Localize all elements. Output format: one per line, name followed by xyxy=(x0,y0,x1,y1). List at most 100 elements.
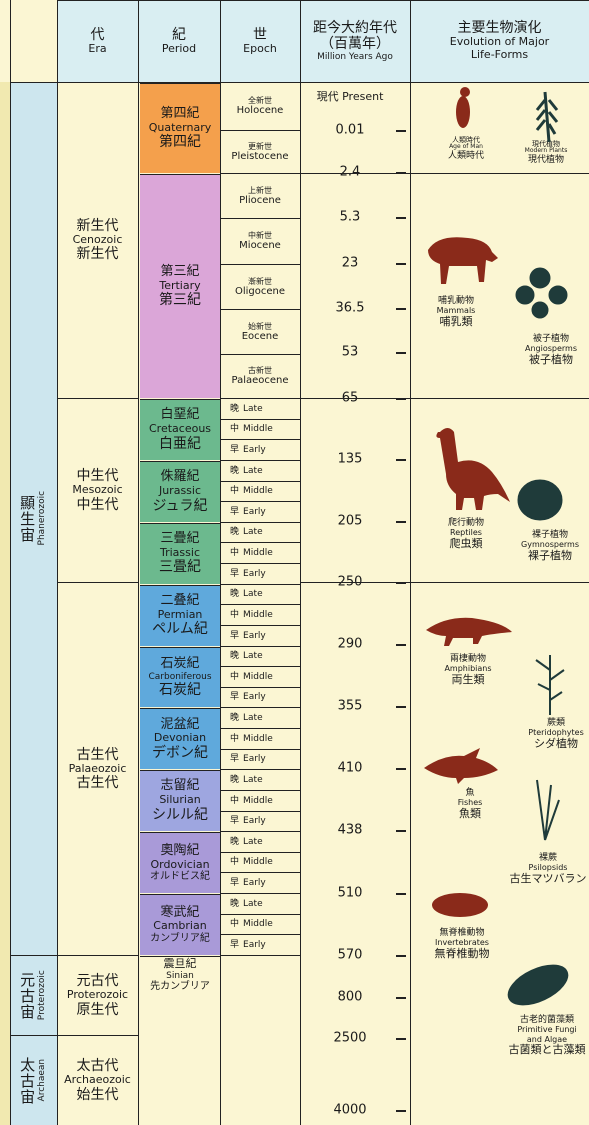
epoch-zh: 晚 xyxy=(230,836,240,847)
life-form-zh: 古老的菌藻類 xyxy=(519,1015,574,1025)
epoch-cell: 晚 Late xyxy=(220,583,300,605)
invertebrate-figure xyxy=(432,893,488,917)
age-label: 2.4 xyxy=(339,164,361,180)
life-form-en: Primitive Fungi xyxy=(517,1025,577,1035)
life-form-zh: 哺乳動物 xyxy=(437,296,474,306)
epoch-zh: 更新世 xyxy=(248,141,272,151)
age-tick xyxy=(396,955,406,957)
epoch-cell: 中 Middle xyxy=(220,851,300,873)
angiosperm-leaf xyxy=(529,267,551,289)
epoch-en: Early xyxy=(243,568,266,579)
age-tick xyxy=(396,582,406,584)
human-head xyxy=(460,87,470,97)
period-zh: 震旦紀 xyxy=(163,957,197,970)
period-zh2: 三畳紀 xyxy=(159,559,201,576)
period-zh2: 白亜紀 xyxy=(159,435,201,452)
epoch-zh: 晚 xyxy=(230,651,240,662)
period-zh: 泥盆紀 xyxy=(160,716,200,732)
era-cell: 古生代 Palaeozoic 古生代 xyxy=(57,582,138,955)
column-line xyxy=(220,0,221,1125)
life-form-zh: 現代植物 xyxy=(531,140,560,148)
era-header-en: Era xyxy=(88,41,107,55)
epoch-cell: 早 Early xyxy=(220,563,300,584)
period-zh2: 石炭紀 xyxy=(159,682,201,699)
epoch-zh: 早 xyxy=(230,506,240,517)
epoch-cell: 中 Middle xyxy=(220,666,300,687)
period-header: 紀 Period xyxy=(138,0,220,82)
life-form-zh2: 無脊椎動物 xyxy=(434,946,490,960)
age-tick xyxy=(396,1110,406,1112)
epoch-cell: 早 Early xyxy=(220,624,300,646)
period-cell: 石炭紀 Carboniferous 石炭紀 xyxy=(140,646,220,708)
row-divider xyxy=(300,173,589,174)
epoch-en: Middle xyxy=(243,671,273,682)
epoch-en: Late xyxy=(243,836,263,847)
epoch-en: Middle xyxy=(243,486,273,497)
life-form-label: 無脊椎動物 Invertebrates 無脊椎動物 xyxy=(435,928,490,960)
epoch-en: Middle xyxy=(243,919,273,930)
era-cell: 太古代 Archaeozoic 始生代 xyxy=(57,1035,138,1125)
life-form-zh2: 哺乳類 xyxy=(439,314,473,328)
epoch-zh: 早 xyxy=(230,692,240,703)
period-en: Devonian xyxy=(153,731,207,745)
life-form-en: Gymnosperms xyxy=(521,540,579,550)
period-zh2: ペルム紀 xyxy=(152,621,208,638)
epoch-cell: 中 Middle xyxy=(220,418,300,440)
epoch-en: Late xyxy=(243,898,263,909)
age-tick xyxy=(396,644,406,646)
life-form-label: 爬行動物 Reptiles 爬虫類 xyxy=(448,518,484,550)
row-divider xyxy=(220,955,300,956)
age-label: 438 xyxy=(337,822,363,838)
period-cell: 寒武紀 Cambrian カンブリア紀 xyxy=(140,894,220,955)
epoch-en: Early xyxy=(243,816,266,827)
age-label: 570 xyxy=(337,947,363,963)
period-en: Cambrian xyxy=(153,919,207,933)
gymnosperm-figure xyxy=(517,479,563,521)
epoch-zh: 晚 xyxy=(230,898,240,909)
eon-en-wrap: Phanerozoic xyxy=(35,491,49,546)
eon-en-wrap: Proterozoic xyxy=(35,970,49,1020)
epoch-cell: 始新世 Eocene xyxy=(220,309,300,354)
modern-plant-figure xyxy=(535,91,559,143)
epoch-cell: 早 Early xyxy=(220,439,300,460)
age-label: 290 xyxy=(337,636,363,652)
epoch-en: Middle xyxy=(243,795,273,806)
age-tick xyxy=(396,768,406,770)
life-form-en: Age of Man xyxy=(449,143,483,151)
epoch-en: Early xyxy=(243,692,266,703)
epoch-cell: 早 Early xyxy=(220,872,300,893)
age-tick xyxy=(396,459,406,461)
period-en: Cretaceous xyxy=(148,422,212,436)
era-en: Cenozoic xyxy=(72,232,123,246)
life-form-zh2: シダ植物 xyxy=(533,736,578,750)
period-zh2: ジュラ紀 xyxy=(152,497,208,514)
period-zh2: シルル紀 xyxy=(152,807,208,823)
epoch-en: Pliocene xyxy=(239,194,281,206)
epoch-zh: 古新世 xyxy=(248,366,272,376)
period-en: Carboniferous xyxy=(148,671,212,682)
era-zh: 古生代 xyxy=(76,746,119,763)
era-en: Proterozoic xyxy=(66,988,129,1002)
angiosperm-leaf xyxy=(515,285,535,305)
life-form-en: Amphibians xyxy=(444,664,492,674)
epoch-cell: 中 Middle xyxy=(220,604,300,625)
period-cell: 白堊紀 Cretaceous 白亜紀 xyxy=(140,399,220,460)
epoch-en: Holocene xyxy=(236,105,284,117)
life-form-zh: 兩棲動物 xyxy=(449,654,487,664)
period-zh2: 第四紀 xyxy=(159,134,201,151)
epoch-cell: 中 Middle xyxy=(220,542,300,563)
psilopsid-figure xyxy=(536,779,560,841)
epoch-header: 世 Epoch xyxy=(220,0,300,82)
period-zh: 石炭紀 xyxy=(160,655,200,671)
mammal-figure xyxy=(428,237,498,284)
epoch-zh: 中 xyxy=(230,486,240,497)
age-header-zh: 距今大約年代 xyxy=(313,19,397,36)
period-cell: 三疊紀 Triassic 三畳紀 xyxy=(140,522,220,584)
epoch-zh: 中 xyxy=(230,424,240,435)
row-divider xyxy=(57,0,589,1)
left-margin xyxy=(0,82,10,1125)
epoch-header-zh: 世 xyxy=(253,26,267,43)
period-cell: 震旦紀 Sinian 先カンブリア xyxy=(140,956,220,990)
age-tick xyxy=(396,521,406,523)
age-tick xyxy=(396,263,406,265)
